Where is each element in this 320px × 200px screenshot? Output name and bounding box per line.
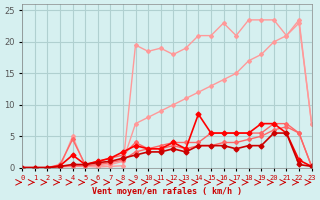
X-axis label: Vent moyen/en rafales ( km/h ): Vent moyen/en rafales ( km/h ) bbox=[92, 187, 242, 196]
